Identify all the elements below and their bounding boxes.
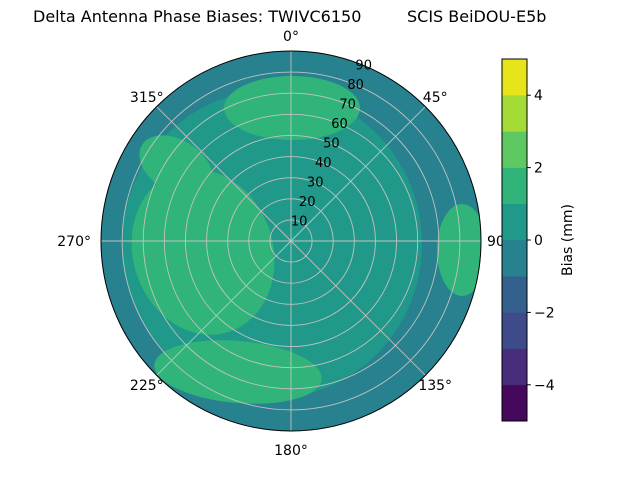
colorbar-band (502, 275, 527, 313)
azimuth-tick-label: 180° (274, 443, 308, 459)
azimuth-tick-label: 0° (283, 29, 299, 45)
azimuth-tick-label: 315° (130, 90, 164, 106)
radial-tick-label: 60 (331, 117, 348, 132)
colorbar-tick-label: 2 (534, 161, 543, 177)
radial-tick-label: 90 (355, 59, 372, 74)
grid-spoke (156, 240, 292, 376)
radial-tick-label: 50 (323, 137, 340, 152)
polar-grid (101, 51, 481, 431)
polar-outer-spine (100, 50, 482, 432)
colorbar-tick-label: −2 (534, 305, 555, 321)
radial-tick-label: 40 (315, 156, 332, 171)
colorbar-axis-label: Bias (mm) (560, 204, 576, 276)
contour-band-1-2-east (437, 204, 481, 296)
radial-tick-label: 70 (339, 98, 356, 113)
colorbar-band (502, 94, 527, 132)
azimuth-tick-label: 225° (130, 378, 164, 394)
grid-spoke (290, 240, 426, 376)
grid-spoke (156, 106, 292, 242)
contour-band-1-2-northwest (139, 135, 213, 197)
colorbar-tick-label: −4 (534, 378, 555, 394)
colorbar-ticks: 4 2 0 −2 −4 (527, 88, 555, 394)
colorbar-band (502, 203, 527, 241)
colorbar: 4 2 0 −2 −4 Bias (mm) (501, 58, 576, 422)
colorbar-band (502, 384, 527, 422)
colorbar-tick-label: 4 (534, 88, 543, 104)
colorbar-band (502, 348, 527, 386)
colorbar-bands (502, 58, 527, 422)
colorbar-band (502, 239, 527, 277)
chart-title-right: SCIS BeiDOU-E5b (407, 7, 546, 26)
colorbar-band (502, 58, 527, 96)
radial-tick-labels: 10 20 30 40 50 60 70 80 90 (291, 59, 372, 230)
chart-title-left: Delta Antenna Phase Biases: TWIVC6150 (33, 7, 361, 26)
radial-tick-label: 30 (307, 176, 324, 191)
azimuth-tick-label: 45° (423, 90, 448, 106)
colorbar-band (502, 131, 527, 168)
radial-tick-label: 20 (299, 195, 316, 210)
radial-tick-label: 10 (291, 215, 308, 230)
contour-band-1-2-south (154, 340, 322, 404)
grid-spoke (290, 106, 426, 242)
azimuth-tick-label: 135° (418, 378, 452, 394)
azimuth-tick-label: 90 (487, 234, 505, 250)
colorbar-band (502, 167, 527, 205)
contour-band-1-2-north (224, 76, 360, 140)
azimuth-tick-label: 270° (57, 234, 91, 250)
colorbar-band (502, 312, 527, 349)
colorbar-tick-label: 0 (534, 233, 543, 249)
radial-tick-label: 80 (347, 78, 364, 93)
azimuth-tick-labels: 0° 45° 90 135° 180° 225° 270° 315° (57, 29, 505, 459)
